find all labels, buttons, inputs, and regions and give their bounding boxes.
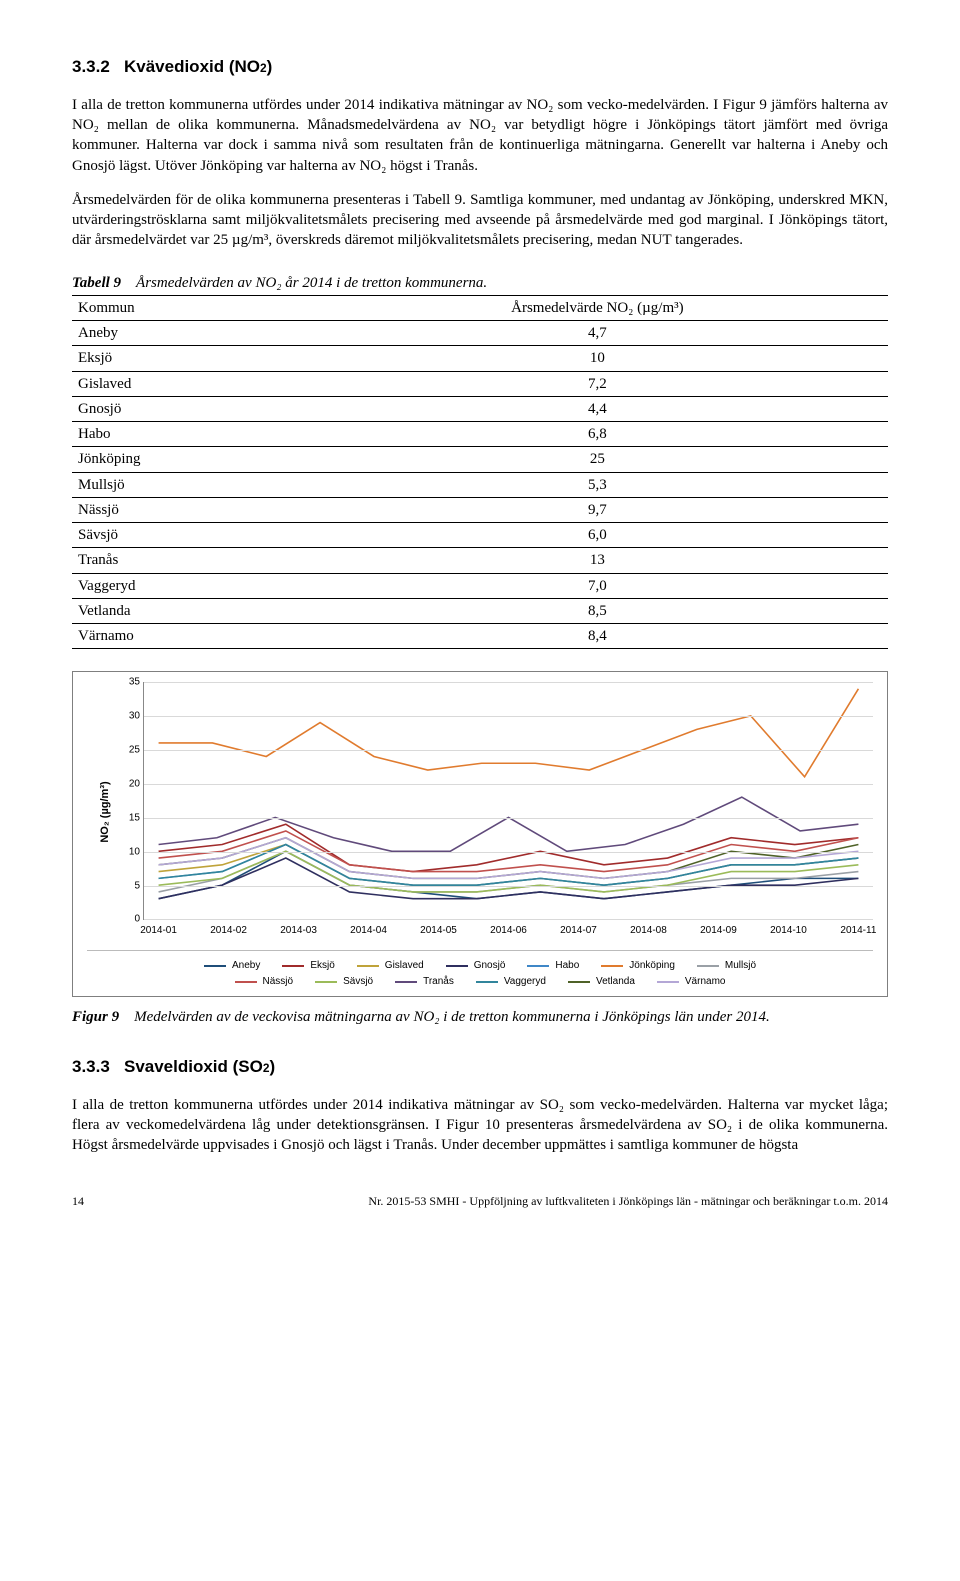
table-row: Gnosjö4,4 (72, 396, 888, 421)
table-row: Aneby4,7 (72, 321, 888, 346)
table-row: Nässjö9,7 (72, 497, 888, 522)
section-heading-332: 3.3.2 Kvävedioxid (NO2) (72, 56, 888, 79)
legend-item: Mullsjö (697, 959, 756, 973)
xtick: 2014-01 (140, 924, 177, 938)
table-row: Gislaved7,2 (72, 371, 888, 396)
ytick: 0 (122, 913, 140, 927)
legend-item: Gnosjö (446, 959, 506, 973)
xtick: 2014-08 (630, 924, 667, 938)
ytick: 15 (122, 811, 140, 825)
chart-ylabel: NO₂ (µg/m³) (98, 782, 113, 843)
xtick: 2014-11 (840, 924, 876, 938)
figure9-chart: NO₂ (µg/m³) 0 5 10 15 20 25 30 35 2014-01 2014-02… (72, 671, 888, 997)
ytick: 35 (122, 676, 140, 690)
legend-item: Värnamo (657, 975, 726, 989)
ytick: 10 (122, 845, 140, 859)
figure9-caption: Figur 9 Medelvärden av de veckovisa mätn… (72, 1007, 888, 1027)
xtick: 2014-06 (490, 924, 527, 938)
footer-text: Nr. 2015-53 SMHI - Uppföljning av luftkv… (368, 1193, 888, 1209)
xtick: 2014-03 (280, 924, 317, 938)
xtick: 2014-09 (700, 924, 737, 938)
section-heading-333: 3.3.3 Svaveldioxid (SO2) (72, 1056, 888, 1079)
section-number: 3.3.3 (72, 1057, 110, 1076)
para-332-2: Årsmedelvärden för de olika kommunerna p… (72, 190, 888, 251)
ytick: 25 (122, 743, 140, 757)
ytick: 20 (122, 777, 140, 791)
table-row: Habo6,8 (72, 422, 888, 447)
page-number: 14 (72, 1193, 84, 1209)
legend-item: Gislaved (357, 959, 424, 973)
table9-col1: Kommun (72, 295, 307, 320)
table9-col2: Årsmedelvärde NO₂ (µg/m³) (307, 295, 888, 320)
table-row: Tranås13 (72, 548, 888, 573)
xtick: 2014-07 (560, 924, 597, 938)
legend-item: Vaggeryd (476, 975, 546, 989)
ytick: 5 (122, 879, 140, 893)
table9: Kommun Årsmedelvärde NO₂ (µg/m³) Aneby4,… (72, 295, 888, 650)
page-footer: 14 Nr. 2015-53 SMHI - Uppföljning av luf… (72, 1193, 888, 1209)
table-row: Mullsjö5,3 (72, 472, 888, 497)
para-332-1: I alla de tretton kommunerna utfördes un… (72, 95, 888, 176)
section-title-suffix: ) (270, 1057, 276, 1076)
table-row: Jönköping25 (72, 447, 888, 472)
table9-title: Tabell 9 Årsmedelvärden av NO₂ år 2014 i… (72, 273, 888, 293)
table-row: Vetlanda8,5 (72, 598, 888, 623)
table-row: Vaggeryd7,0 (72, 573, 888, 598)
xtick: 2014-02 (210, 924, 247, 938)
series-line (159, 798, 859, 852)
legend-item: Habo (527, 959, 579, 973)
table-row: Värnamo8,4 (72, 624, 888, 649)
chart-legend: Aneby Eksjö Gislaved Gnosjö Habo Jönköping Mul… (87, 950, 873, 988)
section-title-prefix: Svaveldioxid (SO (124, 1057, 263, 1076)
section-number: 3.3.2 (72, 57, 110, 76)
ytick: 30 (122, 710, 140, 724)
xtick: 2014-10 (770, 924, 807, 938)
para-333-1: I alla de tretton kommunerna utfördes un… (72, 1095, 888, 1156)
table-row: Sävsjö6,0 (72, 523, 888, 548)
legend-item: Nässjö (235, 975, 294, 989)
legend-item: Sävsjö (315, 975, 373, 989)
xtick: 2014-04 (350, 924, 387, 938)
series-line (159, 689, 859, 777)
legend-item: Eksjö (282, 959, 334, 973)
legend-item: Vetlanda (568, 975, 635, 989)
xtick: 2014-05 (420, 924, 457, 938)
section-title-suffix: ) (267, 57, 273, 76)
table-row: Eksjö10 (72, 346, 888, 371)
legend-item: Jönköping (601, 959, 675, 973)
legend-item: Aneby (204, 959, 260, 973)
legend-item: Tranås (395, 975, 454, 989)
section-title-prefix: Kvävedioxid (NO (124, 57, 260, 76)
